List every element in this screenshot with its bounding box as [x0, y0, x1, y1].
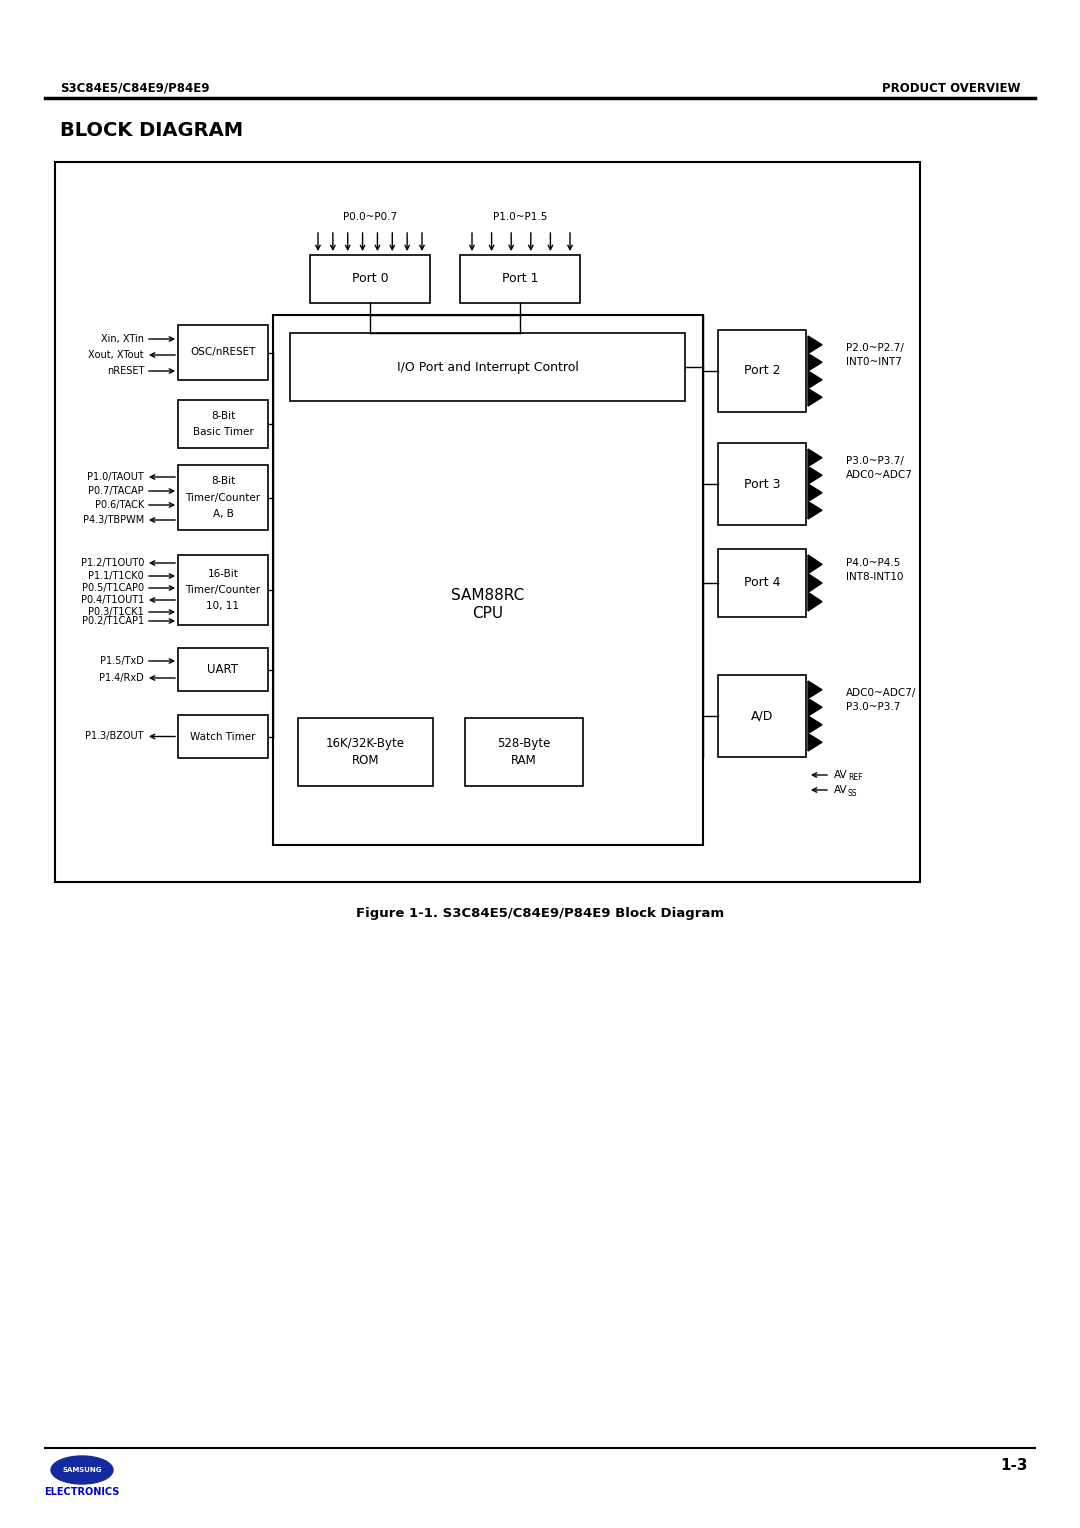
Text: AV: AV: [834, 785, 848, 795]
Text: INT0~INT7: INT0~INT7: [846, 358, 902, 367]
Bar: [55, 162, 920, 882]
Polygon shape: [808, 371, 822, 388]
Bar: [460, 255, 580, 303]
Text: A/D: A/D: [751, 709, 773, 723]
Text: P3.0~P3.7: P3.0~P3.7: [846, 701, 901, 712]
Text: A, B: A, B: [213, 509, 233, 518]
Text: P1.1/T1CK0: P1.1/T1CK0: [89, 571, 144, 581]
Text: SAMSUNG: SAMSUNG: [63, 1467, 102, 1473]
Bar: [465, 718, 583, 785]
Text: 16-Bit: 16-Bit: [207, 568, 239, 579]
Text: Port 3: Port 3: [744, 477, 780, 490]
Text: P0.6/TACK: P0.6/TACK: [95, 500, 144, 510]
Text: 8-Bit: 8-Bit: [211, 477, 235, 486]
Text: SAM88RC: SAM88RC: [451, 587, 525, 602]
Text: CPU: CPU: [472, 605, 503, 620]
Bar: [178, 465, 268, 530]
Text: Timer/Counter: Timer/Counter: [186, 585, 260, 594]
Text: Figure 1-1. S3C84E5/C84E9/P84E9 Block Diagram: Figure 1-1. S3C84E5/C84E9/P84E9 Block Di…: [356, 908, 724, 920]
Text: ADC0~ADC7/: ADC0~ADC7/: [846, 688, 916, 698]
Text: P1.2/T1OUT0: P1.2/T1OUT0: [81, 558, 144, 568]
Ellipse shape: [51, 1456, 113, 1484]
Text: S3C84E5/C84E9/P84E9: S3C84E5/C84E9/P84E9: [60, 81, 210, 95]
Text: BLOCK DIAGRAM: BLOCK DIAGRAM: [60, 121, 243, 139]
Polygon shape: [808, 353, 822, 371]
Text: P4.3/TBPWM: P4.3/TBPWM: [83, 515, 144, 526]
Text: P0.5/T1CAP0: P0.5/T1CAP0: [82, 584, 144, 593]
Bar: [718, 330, 806, 413]
Text: ADC0~ADC7: ADC0~ADC7: [846, 471, 913, 480]
Text: P2.0~P2.7/: P2.0~P2.7/: [846, 342, 904, 353]
Polygon shape: [808, 501, 822, 520]
Polygon shape: [808, 555, 822, 573]
Text: 528-Byte: 528-Byte: [497, 736, 551, 750]
Bar: [178, 715, 268, 758]
Bar: [291, 333, 685, 400]
Polygon shape: [808, 336, 822, 353]
Text: Port 2: Port 2: [744, 365, 780, 377]
Text: 10, 11: 10, 11: [206, 601, 240, 611]
Text: INT8-INT10: INT8-INT10: [846, 571, 904, 582]
Text: 8-Bit: 8-Bit: [211, 411, 235, 422]
Text: P0.4/T1OUT1: P0.4/T1OUT1: [81, 594, 144, 605]
Text: Port 4: Port 4: [744, 576, 780, 590]
Text: P1.5/TxD: P1.5/TxD: [100, 656, 144, 666]
Text: OSC/nRESET: OSC/nRESET: [190, 347, 256, 358]
Text: Watch Timer: Watch Timer: [190, 732, 256, 741]
Text: Xout, XTout: Xout, XTout: [89, 350, 144, 361]
Text: Timer/Counter: Timer/Counter: [186, 492, 260, 503]
Polygon shape: [808, 466, 822, 484]
Text: PRODUCT OVERVIEW: PRODUCT OVERVIEW: [881, 81, 1020, 95]
Polygon shape: [808, 388, 822, 406]
Text: ROM: ROM: [352, 755, 379, 767]
Text: Port 0: Port 0: [352, 272, 389, 286]
Text: RAM: RAM: [511, 755, 537, 767]
Text: Port 1: Port 1: [502, 272, 538, 286]
Text: 16K/32K-Byte: 16K/32K-Byte: [326, 736, 405, 750]
Bar: [273, 315, 703, 845]
Bar: [178, 648, 268, 691]
Bar: [718, 443, 806, 526]
Text: ELECTRONICS: ELECTRONICS: [44, 1487, 120, 1497]
Text: SS: SS: [848, 788, 858, 798]
Bar: [178, 400, 268, 448]
Bar: [298, 718, 433, 785]
Text: nRESET: nRESET: [107, 367, 144, 376]
Bar: [718, 675, 806, 756]
Text: P1.3/BZOUT: P1.3/BZOUT: [85, 732, 144, 741]
Text: Basic Timer: Basic Timer: [192, 426, 254, 437]
Bar: [310, 255, 430, 303]
Text: P3.0~P3.7/: P3.0~P3.7/: [846, 455, 904, 466]
Text: P4.0~P4.5: P4.0~P4.5: [846, 558, 901, 568]
Polygon shape: [808, 593, 822, 611]
Polygon shape: [808, 698, 822, 717]
Text: P0.3/T1CK1: P0.3/T1CK1: [89, 607, 144, 617]
Text: UART: UART: [207, 663, 239, 675]
Polygon shape: [808, 573, 822, 593]
Polygon shape: [808, 717, 822, 733]
Polygon shape: [808, 484, 822, 501]
Text: 1-3: 1-3: [1000, 1459, 1028, 1473]
Polygon shape: [808, 733, 822, 750]
Text: P0.2/T1CAP1: P0.2/T1CAP1: [82, 616, 144, 626]
Polygon shape: [808, 681, 822, 698]
Text: REF: REF: [848, 773, 863, 782]
Text: P1.4/RxD: P1.4/RxD: [99, 672, 144, 683]
Text: P1.0/TAOUT: P1.0/TAOUT: [87, 472, 144, 481]
Text: I/O Port and Interrupt Control: I/O Port and Interrupt Control: [396, 361, 579, 373]
Text: P0.7/TACAP: P0.7/TACAP: [89, 486, 144, 497]
Text: P1.0~P1.5: P1.0~P1.5: [492, 212, 548, 222]
Text: AV: AV: [834, 770, 848, 779]
Text: Xin, XTin: Xin, XTin: [102, 335, 144, 344]
Polygon shape: [808, 449, 822, 466]
Bar: [178, 325, 268, 380]
Bar: [718, 549, 806, 617]
Bar: [178, 555, 268, 625]
Text: P0.0~P0.7: P0.0~P0.7: [343, 212, 397, 222]
